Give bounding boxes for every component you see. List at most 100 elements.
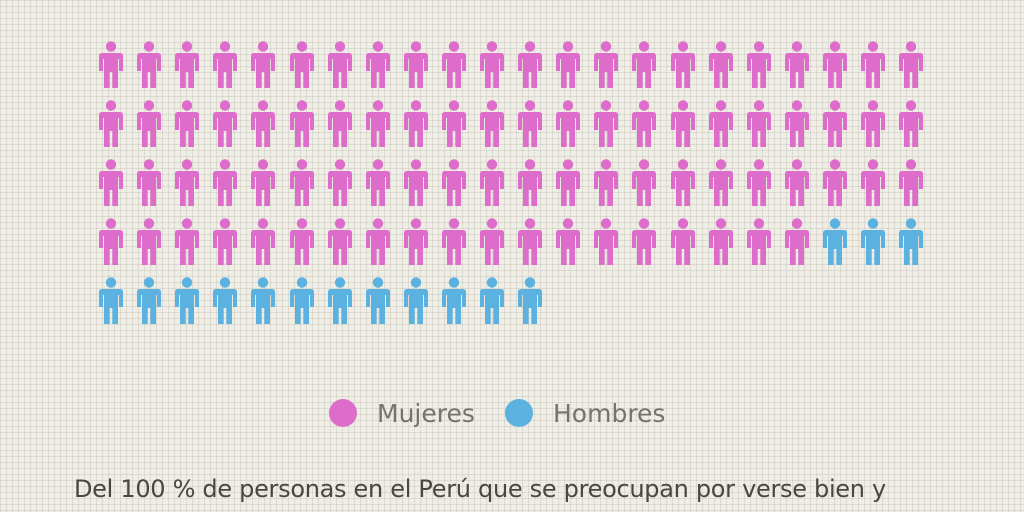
person-icon [213,41,238,88]
person-icon [99,218,123,265]
person-icon [365,41,390,88]
person-mark-mujeres [401,159,431,207]
person-icon [137,277,162,324]
person-mark-mujeres [858,41,888,89]
person-icon [822,218,847,265]
person-mark-mujeres [629,41,659,89]
person-mark-mujeres [401,41,431,89]
person-mark-mujeres [706,100,736,148]
person-icon [403,159,428,206]
person-icon [632,41,657,88]
person-icon [327,41,352,88]
person-mark-mujeres [515,159,545,207]
person-icon [480,159,504,206]
person-icon [784,41,809,88]
person-icon [518,277,543,324]
person-mark-mujeres [591,159,621,207]
person-mark-mujeres [744,100,774,148]
person-icon [746,159,771,206]
person-icon [403,277,428,324]
person-mark-mujeres [782,159,812,207]
person-mark-mujeres [629,100,659,148]
person-mark-mujeres [477,159,507,207]
person-icon [861,159,885,206]
person-icon [441,159,466,206]
caption-text: Del 100 % de personas en el Perú que se … [74,475,886,503]
person-icon [289,41,314,88]
person-icon [480,218,504,265]
person-mark-mujeres [591,100,621,148]
person-mark-mujeres [210,159,240,207]
person-mark-mujeres [363,41,393,89]
person-mark-hombres [325,277,355,325]
person-icon [327,218,352,265]
person-mark-hombres [477,277,507,325]
person-mark-mujeres [744,41,774,89]
person-icon [251,159,276,206]
person-icon [746,218,771,265]
person-mark-mujeres [553,159,583,207]
person-mark-mujeres [134,100,164,148]
legend-label-hombres: Hombres [553,398,666,428]
person-icon [518,41,543,88]
person-mark-mujeres [858,159,888,207]
person-mark-mujeres [706,159,736,207]
person-mark-mujeres [96,41,126,89]
person-icon [137,100,162,147]
person-icon [594,218,619,265]
person-icon [289,218,314,265]
person-icon [403,100,428,147]
person-icon [251,41,276,88]
person-icon [708,41,733,88]
legend-item-mujeres: Mujeres [329,393,475,433]
person-mark-hombres [287,277,317,325]
person-mark-mujeres [248,100,278,148]
person-mark-mujeres [210,100,240,148]
person-icon [137,218,162,265]
person-mark-mujeres [363,159,393,207]
person-icon [327,277,352,324]
person-mark-mujeres [591,41,621,89]
legend-dot-hombres [505,399,533,427]
person-mark-mujeres [363,218,393,266]
person-icon [251,277,276,324]
person-mark-mujeres [820,100,850,148]
person-icon [594,100,619,147]
person-icon [670,100,695,147]
person-mark-mujeres [401,100,431,148]
person-icon [251,218,276,265]
person-mark-mujeres [668,159,698,207]
person-mark-mujeres [248,159,278,207]
person-mark-mujeres [248,41,278,89]
person-icon [518,159,543,206]
person-mark-mujeres [668,218,698,266]
person-mark-mujeres [553,41,583,89]
person-icon [899,41,924,88]
person-mark-mujeres [287,218,317,266]
person-icon [861,41,885,88]
person-icon [327,100,352,147]
person-mark-mujeres [629,218,659,266]
person-mark-mujeres [668,41,698,89]
person-mark-mujeres [591,218,621,266]
person-mark-hombres [134,277,164,325]
person-mark-mujeres [210,218,240,266]
person-icon [746,100,771,147]
person-icon [99,277,123,324]
person-icon [556,100,581,147]
person-mark-mujeres [553,218,583,266]
person-icon [175,100,200,147]
person-mark-hombres [248,277,278,325]
legend-label-mujeres: Mujeres [377,398,475,428]
person-icon [213,277,238,324]
person-mark-mujeres [782,100,812,148]
person-mark-mujeres [134,218,164,266]
person-icon [251,100,276,147]
person-icon [556,41,581,88]
person-icon [441,41,466,88]
person-icon [784,100,809,147]
person-mark-mujeres [896,41,926,89]
person-icon [899,100,924,147]
person-mark-mujeres [820,159,850,207]
person-mark-mujeres [629,159,659,207]
